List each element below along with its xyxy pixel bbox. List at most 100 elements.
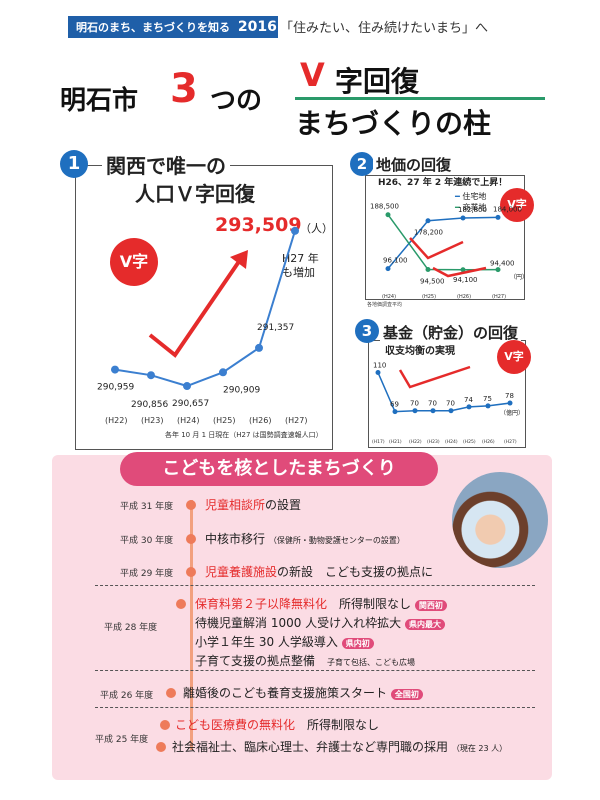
fund-point — [412, 408, 418, 414]
kids-title: こどもを核としたまちづくり — [120, 452, 438, 486]
title-v: V — [300, 56, 325, 94]
panel1-title-line2: 人口Ｖ字回復 — [135, 182, 255, 206]
panel2-legend-com-label: 商業地 — [462, 203, 487, 212]
item-h29: 児童養護施設の新設 こども支援の拠点に — [205, 563, 433, 580]
x-tick-label: (H22) — [409, 439, 422, 445]
item-h28-1: 保育料第２子以降無料化 所得制限なし 関西初 — [195, 595, 447, 612]
badge-pref-largest: 県内最大 — [405, 619, 445, 630]
divider — [95, 585, 535, 586]
item-h29-text: の新設 こども支援の拠点に — [277, 565, 434, 579]
land-price-label: 94,400 — [490, 260, 515, 268]
panel2-title: 地価の回復 — [373, 154, 455, 175]
fund-label: 70 — [410, 400, 419, 408]
panel3-number: 3 — [355, 319, 379, 343]
v-arrow — [409, 237, 464, 260]
timeline-dot — [186, 500, 196, 510]
land-price-line — [387, 216, 499, 270]
item-h30-small: （保健所・動物愛護センターの設置） — [268, 536, 405, 545]
item-h25-2-small: （現在 23 人） — [451, 744, 508, 753]
land-price-label: 182,800 — [458, 206, 487, 214]
v-arrow-head — [230, 250, 248, 269]
panel1-v-badge: V字 — [110, 238, 158, 286]
land-price-point — [385, 266, 391, 272]
x-tick-label: (H25) — [422, 294, 436, 300]
item-h26-text: 離婚後のこども養育支援施策スタート — [183, 686, 388, 700]
population-point — [147, 371, 155, 380]
item-h25-1-hl: こども医療費の無料化 — [175, 718, 296, 732]
population-label: 290,856 — [131, 400, 168, 410]
x-tick-label: (H23) — [141, 416, 163, 425]
panel2-frame — [365, 175, 525, 300]
population-label: 290,959 — [97, 383, 134, 393]
panel1-chart: 290,959 (H22) 290,856 (H23) 290,657 (H24) 290,… — [97, 226, 307, 425]
item-h28-1-hl: 保育料第２子以降無料化 — [195, 597, 328, 611]
item-h25-2-text: 社会福祉士、臨床心理士、弁護士など専門職の採用 — [172, 740, 449, 754]
panel1-footnote: 各年 10 月 1 日現在（H27 は国勢調査速報人口） — [165, 431, 323, 439]
land-price-point — [425, 218, 431, 224]
land-price-point — [495, 267, 501, 273]
land-price-point — [425, 267, 431, 273]
year-h29: 平成 29 年度 — [120, 569, 174, 579]
x-tick-label: (H23) — [427, 439, 440, 445]
badge-pref-first: 県内初 — [341, 638, 374, 649]
fund-point — [507, 400, 513, 406]
item-h31: 児童相談所の設置 — [205, 496, 301, 513]
x-tick-label: (H26) — [249, 416, 271, 425]
item-h31-hl: 児童相談所 — [205, 498, 266, 512]
badge-national-first: 全国初 — [390, 689, 423, 700]
x-tick-label: (H21) — [389, 439, 402, 445]
item-h25-2: 社会福祉士、臨床心理士、弁護士など専門職の採用 （現在 23 人） — [172, 738, 507, 755]
panel2-unit: （円） — [510, 274, 529, 281]
panel3-unit: （億円） — [500, 410, 525, 417]
x-tick-label: (H26) — [457, 294, 471, 300]
year-h28: 平成 28 年度 — [104, 623, 158, 633]
panel1-note: H27 年 も増加 — [282, 252, 319, 280]
year-h25: 平成 25 年度 — [95, 735, 149, 745]
timeline-dot — [160, 720, 170, 730]
panel2-chart: 96,100 178,200 182,800 184,000 188,500 94,500… — [370, 203, 522, 300]
fund-line — [377, 372, 511, 413]
x-tick-label: (H17) — [372, 439, 385, 445]
fund-label: 70 — [446, 400, 455, 408]
timeline-dot — [186, 567, 196, 577]
item-h30: 中核市移行 （保健所・動物愛護センターの設置） — [205, 530, 405, 547]
item-h28-3-text: 小学１年生 30 人学級導入 — [195, 635, 338, 649]
fund-point — [430, 408, 436, 414]
panel2-number: 2 — [350, 152, 374, 176]
panel1-title-line1: 関西で唯一の — [102, 150, 230, 179]
panel1-number: 1 — [60, 150, 88, 178]
mother-child-photo — [452, 472, 548, 568]
population-label: 291,357 — [257, 323, 294, 333]
population-label: 290,657 — [172, 399, 209, 409]
v-arrow — [432, 266, 487, 278]
timeline-dot — [156, 742, 166, 752]
fund-point — [485, 403, 491, 409]
item-h28-4-small: 子育て包括、こども広場 — [327, 658, 416, 667]
land-price-label: 94,500 — [420, 278, 445, 286]
x-tick-label: (H22) — [105, 416, 127, 425]
land-price-point — [460, 267, 466, 273]
panel1-unit: （人） — [300, 222, 333, 235]
land-price-label: 94,100 — [453, 276, 478, 284]
timeline-dot — [176, 599, 186, 609]
timeline-line — [190, 500, 193, 750]
x-tick-label: (H27) — [504, 439, 517, 445]
population-point — [291, 226, 299, 235]
x-tick-label: (H26) — [482, 439, 495, 445]
year-h30: 平成 30 年度 — [120, 536, 174, 546]
year-h31: 平成 31 年度 — [120, 502, 174, 512]
fund-point — [466, 404, 472, 410]
title-three: 3 — [170, 66, 198, 112]
item-h28-3: 小学１年生 30 人学級導入 県内初 — [195, 633, 374, 650]
fund-point — [448, 408, 454, 414]
item-h28-1-text: 所得制限なし — [339, 597, 412, 611]
land-price-point — [460, 215, 466, 221]
panel2-legend-res: ━ 住宅地 — [455, 192, 487, 201]
population-point — [255, 343, 263, 352]
header-slogan: 「住みたい、住み続けたいまち」へ — [280, 21, 489, 36]
fund-label: 70 — [428, 400, 437, 408]
land-price-point — [385, 212, 391, 218]
item-h28-4: 子育て支援の拠点整備 子育て包括、こども広場 — [195, 652, 415, 669]
population-point — [183, 382, 191, 391]
item-h31-text: の設置 — [265, 498, 302, 512]
